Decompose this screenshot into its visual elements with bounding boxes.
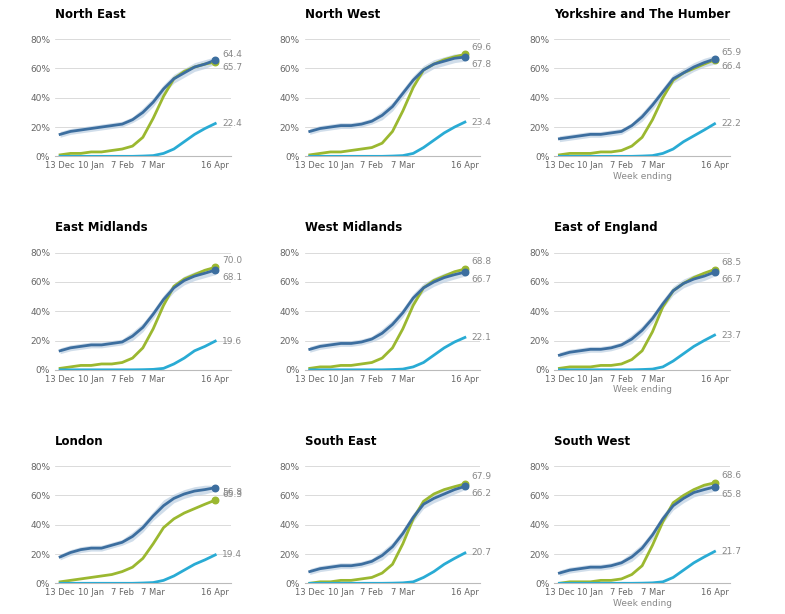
Text: East Midlands: East Midlands	[55, 221, 148, 234]
Text: 22.1: 22.1	[472, 333, 491, 342]
Text: 22.4: 22.4	[222, 119, 242, 128]
Text: 66.2: 66.2	[472, 489, 492, 498]
Text: South West: South West	[554, 435, 630, 448]
Text: 22.2: 22.2	[721, 119, 741, 128]
Text: South East: South East	[305, 435, 376, 448]
Text: 65.9: 65.9	[721, 48, 742, 57]
Text: 68.6: 68.6	[721, 471, 742, 480]
Text: North West: North West	[305, 7, 380, 21]
Text: 70.0: 70.0	[222, 255, 243, 265]
Point	[209, 483, 221, 492]
Text: 19.4: 19.4	[222, 550, 243, 559]
Text: 66.7: 66.7	[472, 275, 492, 284]
Point	[209, 55, 221, 65]
Text: 66.4: 66.4	[721, 62, 742, 71]
Text: 19.6: 19.6	[222, 336, 243, 346]
Text: West Midlands: West Midlands	[305, 221, 402, 234]
Text: 65.7: 65.7	[222, 63, 243, 72]
Point	[708, 265, 721, 274]
Point	[708, 54, 721, 64]
Text: 65.8: 65.8	[721, 490, 742, 499]
Text: 68.1: 68.1	[222, 273, 243, 282]
Point	[458, 52, 471, 62]
Point	[458, 479, 471, 489]
Point	[209, 57, 221, 67]
Point	[458, 267, 471, 277]
X-axis label: Week ending: Week ending	[612, 385, 672, 394]
Point	[708, 478, 721, 488]
Text: North East: North East	[55, 7, 126, 21]
Text: 68.8: 68.8	[472, 257, 492, 266]
Text: Yorkshire and The Humber: Yorkshire and The Humber	[554, 7, 731, 21]
Text: 56.8: 56.8	[222, 488, 243, 497]
Text: East of England: East of England	[554, 221, 658, 234]
Text: London: London	[55, 435, 104, 448]
Text: 69.6: 69.6	[472, 42, 492, 52]
Point	[708, 482, 721, 492]
Point	[708, 267, 721, 277]
Text: 66.7: 66.7	[721, 275, 742, 284]
Text: 20.7: 20.7	[472, 548, 492, 558]
X-axis label: Week ending: Week ending	[612, 171, 672, 181]
Point	[708, 55, 721, 64]
Point	[458, 481, 471, 491]
Text: 64.4: 64.4	[222, 50, 242, 60]
Text: 21.7: 21.7	[721, 547, 742, 556]
X-axis label: Week ending: Week ending	[612, 599, 672, 607]
Text: 23.4: 23.4	[472, 117, 491, 126]
Point	[209, 265, 221, 275]
Point	[209, 495, 221, 505]
Point	[458, 50, 471, 60]
Point	[458, 264, 471, 274]
Point	[209, 262, 221, 272]
Text: 67.9: 67.9	[472, 472, 492, 481]
Text: 67.8: 67.8	[472, 60, 492, 69]
Text: 65.3: 65.3	[222, 491, 243, 499]
Text: 68.5: 68.5	[721, 258, 742, 266]
Text: 23.7: 23.7	[721, 330, 742, 340]
